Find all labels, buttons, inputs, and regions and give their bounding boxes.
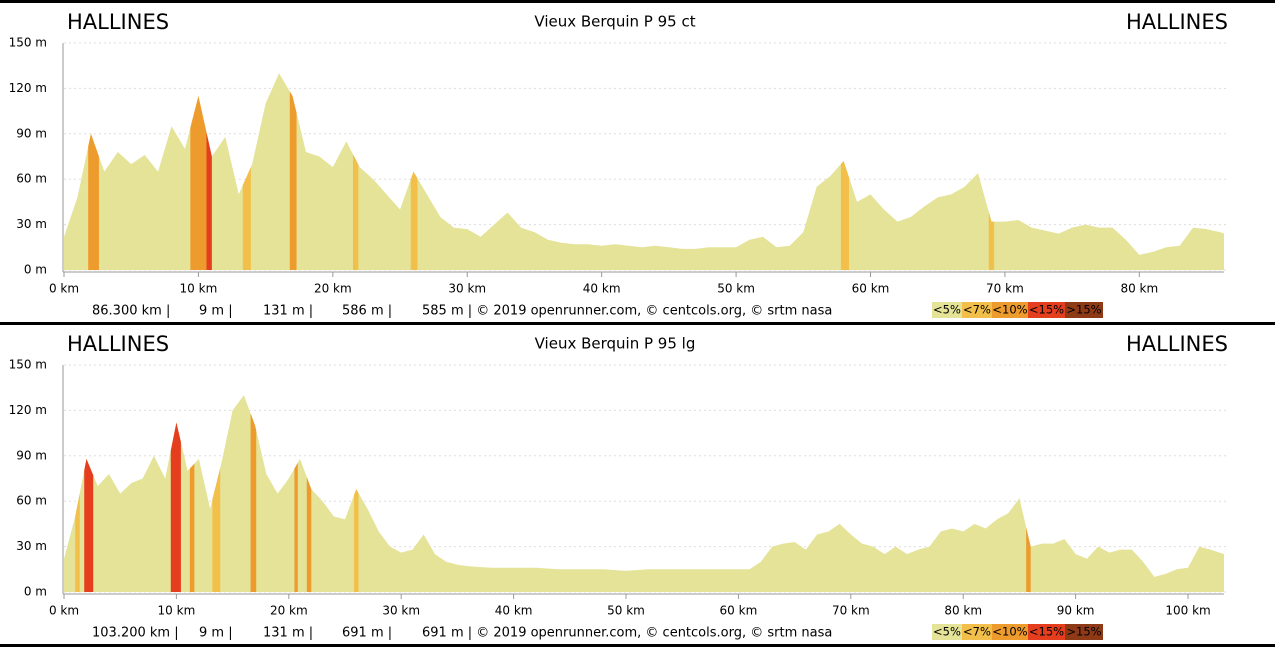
- legend-swatch: [962, 624, 992, 640]
- x-tick-label: 40 km: [583, 282, 621, 296]
- legend-label: <10%: [992, 303, 1027, 317]
- legend-swatch: [1028, 624, 1065, 640]
- grade-section: [189, 463, 195, 592]
- y-tick-label: 150 m: [9, 358, 47, 372]
- x-tick-label: 80 km: [1120, 282, 1158, 296]
- grade-section: [206, 132, 212, 270]
- x-tick-label: 90 km: [1057, 604, 1095, 618]
- x-tick-label: 30 km: [448, 282, 486, 296]
- legend-label: <15%: [1029, 303, 1064, 317]
- legend-swatch: [1028, 302, 1065, 318]
- x-tick-label: 40 km: [495, 604, 533, 618]
- grade-section: [354, 489, 359, 592]
- legend-label: <7%: [963, 303, 991, 317]
- grade-section: [212, 467, 221, 592]
- grade-section: [84, 458, 94, 592]
- legend-label: <15%: [1029, 625, 1064, 639]
- footer-text: 131 m |: [263, 304, 313, 319]
- x-tick-label: 0 km: [49, 282, 79, 296]
- x-tick-label: 60 km: [720, 604, 758, 618]
- footer-text: 691 m |: [342, 626, 392, 641]
- grade-section: [988, 211, 995, 270]
- footer-text: 691 m | © 2019 openrunner.com, © centcol…: [422, 626, 832, 641]
- chart-title: Vieux Berquin P 95 lg: [535, 335, 696, 353]
- y-tick-label: 150 m: [9, 36, 47, 50]
- footer-text: 586 m |: [342, 304, 392, 319]
- x-tick-label: 10 km: [180, 282, 218, 296]
- y-tick-label: 30 m: [16, 217, 47, 231]
- grade-section: [294, 462, 298, 592]
- x-tick-label: 70 km: [986, 282, 1024, 296]
- footer-text: 9 m |: [199, 304, 233, 319]
- grade-section: [410, 171, 418, 270]
- start-label: HALLINES: [67, 332, 169, 356]
- grade-section: [289, 91, 297, 270]
- y-tick-label: 60 m: [16, 494, 47, 508]
- y-tick-label: 30 m: [16, 539, 47, 553]
- legend-swatch: [992, 624, 1028, 640]
- x-tick-label: 20 km: [270, 604, 308, 618]
- y-tick-label: 90 m: [16, 126, 47, 140]
- legend-swatch: [962, 302, 992, 318]
- x-tick-label: 70 km: [832, 604, 870, 618]
- legend-label: >15%: [1066, 625, 1101, 639]
- footer-text: 103.200 km |: [92, 626, 179, 641]
- elevation-area: [64, 395, 1224, 592]
- start-label: HALLINES: [67, 10, 169, 34]
- grade-section: [1026, 527, 1031, 592]
- legend-label: <10%: [992, 625, 1027, 639]
- chart-title: Vieux Berquin P 95 ct: [534, 13, 695, 31]
- y-tick-label: 0 m: [24, 263, 47, 277]
- legend-label: >15%: [1066, 303, 1101, 317]
- legend-label: <5%: [933, 303, 961, 317]
- footer-text: 131 m |: [263, 626, 313, 641]
- x-tick-label: 30 km: [382, 604, 420, 618]
- legend-swatch: [932, 624, 962, 640]
- legend-label: <5%: [933, 625, 961, 639]
- end-label: HALLINES: [1126, 10, 1228, 34]
- legend-swatch: [992, 302, 1028, 318]
- x-tick-label: 0 km: [49, 604, 79, 618]
- legend-swatch: [1065, 624, 1103, 640]
- legend-swatch: [1065, 302, 1103, 318]
- y-tick-label: 120 m: [9, 81, 47, 95]
- x-tick-label: 100 km: [1165, 604, 1210, 618]
- footer-text: 585 m | © 2019 openrunner.com, © centcol…: [422, 304, 832, 319]
- x-tick-label: 10 km: [158, 604, 196, 618]
- grade-section: [88, 133, 99, 270]
- end-label: HALLINES: [1126, 332, 1228, 356]
- grade-section: [840, 161, 849, 270]
- legend-swatch: [932, 302, 962, 318]
- grade-section: [242, 167, 251, 270]
- grade-section: [306, 476, 312, 592]
- x-tick-label: 20 km: [314, 282, 352, 296]
- y-tick-label: 0 m: [24, 585, 47, 599]
- grade-section: [170, 422, 181, 592]
- y-tick-label: 90 m: [16, 448, 47, 462]
- grade-section: [75, 493, 80, 592]
- grade-section: [190, 95, 207, 270]
- x-tick-label: 60 km: [852, 282, 890, 296]
- grade-section: [352, 154, 359, 270]
- x-tick-label: 50 km: [717, 282, 755, 296]
- x-tick-label: 50 km: [607, 604, 645, 618]
- footer-text: 9 m |: [199, 626, 233, 641]
- legend-label: <7%: [963, 625, 991, 639]
- y-tick-label: 120 m: [9, 403, 47, 417]
- y-tick-label: 60 m: [16, 172, 47, 186]
- x-tick-label: 80 km: [944, 604, 982, 618]
- footer-text: 86.300 km |: [92, 304, 170, 319]
- grade-section: [250, 413, 257, 592]
- elevation-area: [64, 73, 1224, 271]
